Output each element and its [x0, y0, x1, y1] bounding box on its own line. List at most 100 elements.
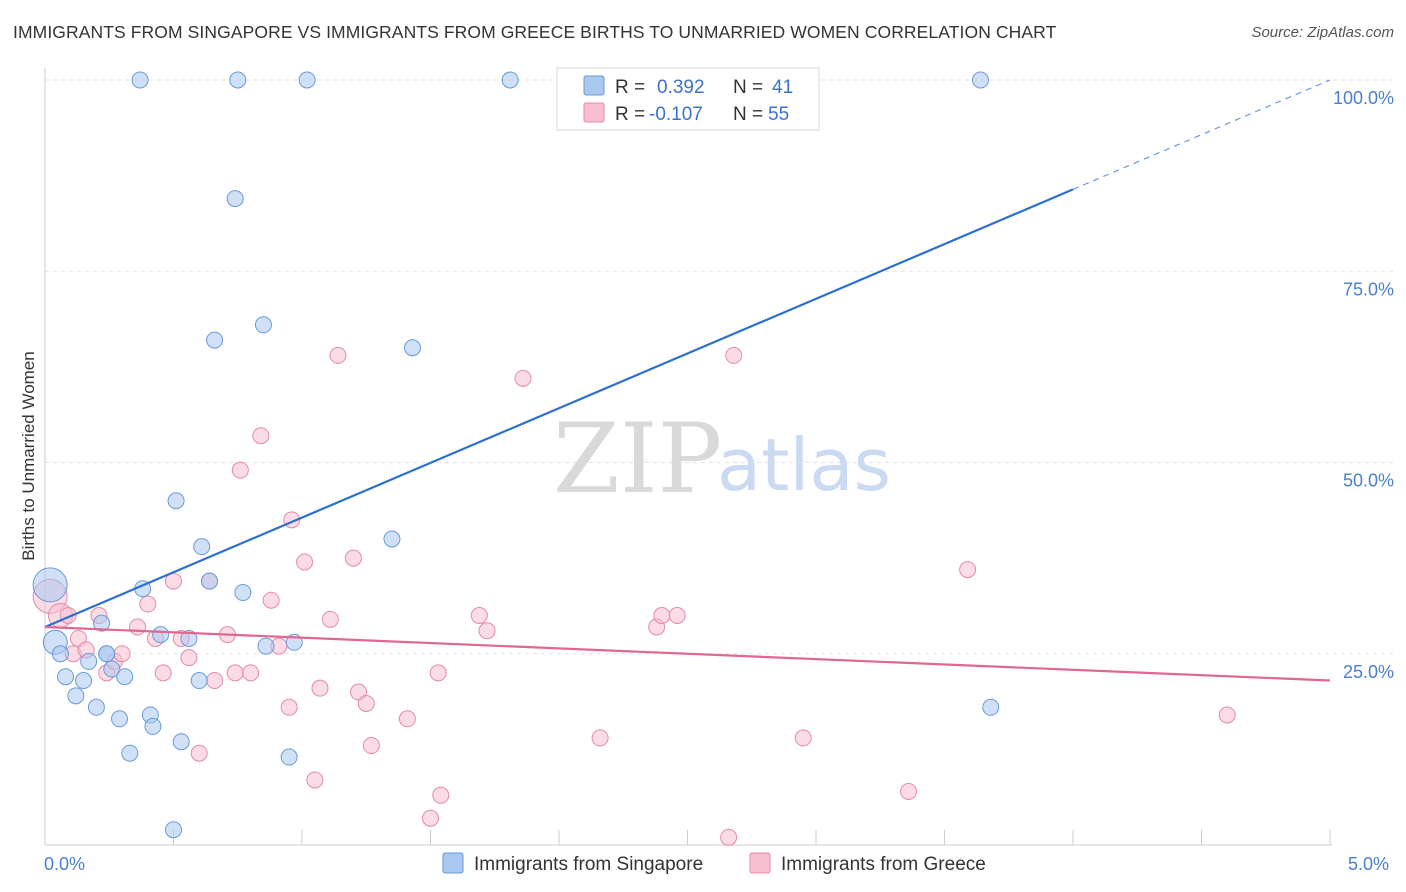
singapore-point: [226, 190, 244, 208]
singapore-point: [144, 717, 162, 735]
greece-point: [720, 828, 738, 846]
singapore-point: [193, 538, 211, 556]
singapore-point: [67, 687, 85, 705]
greece-point: [591, 729, 609, 747]
legend-r-value-singapore: 0.392: [657, 77, 705, 98]
greece-point: [262, 591, 280, 609]
singapore-point: [206, 331, 224, 349]
singapore-point: [383, 530, 401, 548]
singapore-point: [93, 614, 111, 632]
legend-n-value-singapore: 41: [772, 77, 793, 98]
gridlines: [45, 79, 1394, 655]
singapore-point: [254, 316, 272, 334]
bottom-legend-swatch-singapore: [442, 852, 464, 874]
legend-r-value-greece: -0.107: [649, 104, 703, 125]
watermark-atlas: atlas: [717, 423, 891, 507]
singapore-point: [116, 668, 134, 686]
legend-swatch-singapore: [583, 75, 605, 96]
singapore-point: [167, 492, 185, 510]
greece-point: [357, 694, 375, 712]
greece-point: [432, 786, 450, 804]
greece-point: [478, 622, 496, 640]
greece-point: [311, 679, 329, 697]
greece-trend-line: [44, 625, 1331, 682]
greece-point: [668, 607, 686, 624]
singapore-point: [200, 572, 218, 590]
bottom-legend-swatch-greece: [749, 852, 771, 874]
singapore-point: [971, 71, 989, 89]
greece-point: [139, 595, 157, 613]
singapore-point: [98, 645, 116, 663]
greece-point: [154, 664, 172, 682]
greece-point: [1218, 706, 1236, 724]
legend-r-label-greece: R =: [615, 104, 645, 125]
greece-point: [180, 649, 198, 667]
greece-point: [653, 607, 671, 624]
y-tick-label: 50.0%: [1343, 471, 1394, 491]
chart-title: IMMIGRANTS FROM SINGAPORE VS IMMIGRANTS …: [13, 22, 1057, 42]
greece-point: [344, 549, 362, 567]
singapore-point: [57, 668, 75, 686]
greece-point: [429, 664, 447, 682]
singapore-points: [32, 71, 1000, 839]
correlation-legend: R = 0.392 N = 41 R = -0.107 N = 55: [556, 67, 820, 131]
greece-point: [362, 737, 380, 755]
y-tick-label: 25.0%: [1343, 662, 1394, 682]
singapore-point: [80, 652, 98, 670]
greece-point: [470, 607, 488, 624]
bottom-legend-label-singapore: Immigrants from Singapore: [474, 854, 703, 875]
singapore-point: [131, 71, 149, 89]
greece-point: [794, 729, 812, 747]
greece-point: [252, 427, 270, 445]
y-axis-tick-labels: 100.0% 75.0% 50.0% 25.0%: [1333, 88, 1394, 682]
series-legend: Immigrants from Singapore Immigrants fro…: [442, 852, 986, 875]
singapore-point: [501, 71, 519, 89]
singapore-point: [280, 748, 298, 766]
singapore-point: [229, 71, 247, 89]
singapore-point: [103, 660, 121, 678]
x-axis-ticks: [173, 830, 1331, 845]
x-tick-label-min: 0.0%: [44, 854, 85, 874]
greece-point: [422, 809, 439, 827]
greece-point: [129, 618, 147, 636]
y-tick-label: 100.0%: [1333, 88, 1394, 108]
legend-r-label-singapore: R =: [615, 77, 645, 98]
singapore-point: [152, 626, 170, 644]
legend-n-label-greece: N =: [733, 104, 763, 125]
source-label: Source: ZipAtlas.com: [1251, 24, 1394, 41]
legend-n-value-greece: 55: [768, 104, 789, 125]
singapore-point: [51, 645, 69, 663]
singapore-point: [111, 710, 129, 728]
greece-point: [242, 664, 260, 682]
singapore-point: [180, 629, 198, 647]
watermark-zip: ZIP: [553, 403, 722, 515]
y-axis-label: Births to Unmarried Women: [19, 351, 38, 560]
greece-point: [321, 610, 339, 628]
singapore-point: [121, 744, 139, 762]
singapore-point: [257, 637, 275, 655]
greece-point: [900, 782, 918, 800]
greece-point: [280, 698, 298, 716]
greece-point: [206, 672, 224, 690]
greece-point: [725, 346, 743, 364]
singapore-point: [234, 584, 252, 602]
greece-point: [398, 710, 416, 728]
greece-point: [113, 645, 131, 663]
greece-point: [226, 664, 244, 682]
greece-point: [190, 744, 208, 762]
singapore-point: [75, 672, 93, 690]
greece-point: [514, 369, 532, 387]
greece-point: [231, 461, 249, 479]
singapore-trend-line: [44, 188, 1074, 628]
singapore-point: [298, 71, 316, 89]
singapore-point: [87, 698, 105, 716]
greece-point: [306, 771, 324, 789]
greece-point: [959, 561, 977, 579]
trend-lines: [44, 79, 1331, 682]
singapore-point: [172, 733, 190, 751]
greece-point: [329, 346, 347, 364]
x-tick-label-max: 5.0%: [1348, 854, 1389, 874]
legend-n-label-singapore: N =: [733, 77, 763, 98]
singapore-trend-extension: [1072, 79, 1331, 190]
